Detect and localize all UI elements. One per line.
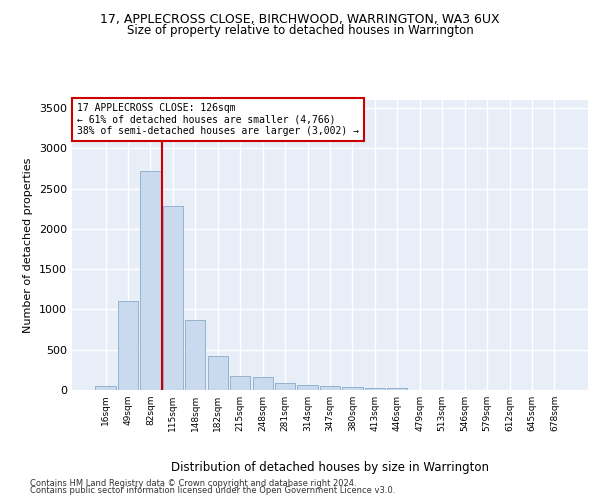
Bar	[365, 388, 385, 390]
Bar	[343, 387, 362, 390]
Bar	[275, 383, 295, 390]
Bar	[298, 385, 317, 390]
Bar	[320, 386, 340, 390]
Bar	[118, 302, 138, 390]
Text: 17 APPLECROSS CLOSE: 126sqm
← 61% of detached houses are smaller (4,766)
38% of : 17 APPLECROSS CLOSE: 126sqm ← 61% of det…	[77, 103, 359, 136]
Bar	[208, 356, 228, 390]
Bar	[387, 388, 407, 390]
Text: 17, APPLECROSS CLOSE, BIRCHWOOD, WARRINGTON, WA3 6UX: 17, APPLECROSS CLOSE, BIRCHWOOD, WARRING…	[100, 12, 500, 26]
Bar	[253, 376, 273, 390]
Bar	[140, 171, 161, 390]
Bar	[185, 320, 205, 390]
Y-axis label: Number of detached properties: Number of detached properties	[23, 158, 34, 332]
Bar	[163, 206, 183, 390]
Text: Contains HM Land Registry data © Crown copyright and database right 2024.: Contains HM Land Registry data © Crown c…	[30, 478, 356, 488]
Bar	[230, 376, 250, 390]
Text: Contains public sector information licensed under the Open Government Licence v3: Contains public sector information licen…	[30, 486, 395, 495]
Bar	[95, 386, 116, 390]
Text: Size of property relative to detached houses in Warrington: Size of property relative to detached ho…	[127, 24, 473, 37]
Text: Distribution of detached houses by size in Warrington: Distribution of detached houses by size …	[171, 461, 489, 474]
